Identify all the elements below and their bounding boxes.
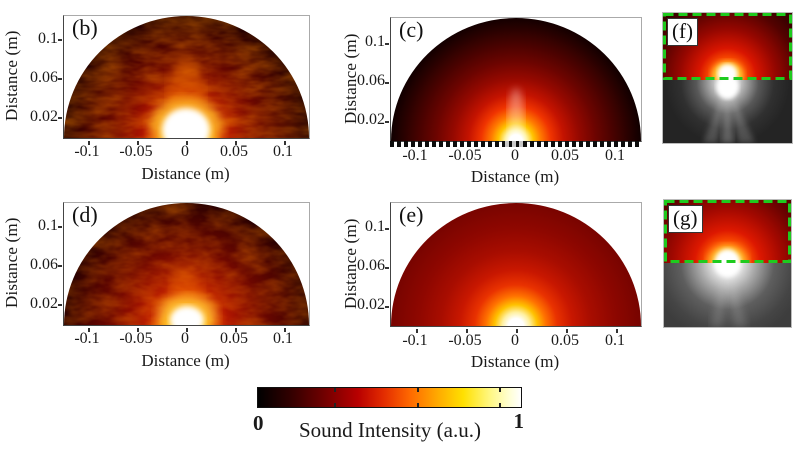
panel-b-letter: (b) bbox=[72, 15, 98, 40]
axis-tick bbox=[385, 82, 389, 84]
axis-tick bbox=[385, 121, 389, 123]
panel-e-plot: (e) bbox=[385, 202, 642, 333]
axis-tick bbox=[516, 329, 518, 333]
axis-tick bbox=[137, 141, 139, 145]
panel-b-xtick: 0.1 bbox=[273, 143, 293, 160]
colorbar-max-label: 1 bbox=[513, 409, 525, 433]
panel-d-ytick: 0.06 bbox=[30, 256, 58, 273]
panel-c-plot: (c) bbox=[385, 17, 642, 142]
axis-tick bbox=[58, 39, 62, 41]
axis-tick bbox=[88, 141, 90, 145]
panel-d: Distance (m) 0.1 0.06 0.02 (d) bbox=[0, 187, 325, 373]
panel-c-ytick: 0.06 bbox=[357, 72, 385, 89]
panel-e-ytick: 0.1 bbox=[365, 218, 385, 235]
panel-c: Distance (m) 0.1 0.06 0.02 (c) bbox=[327, 0, 657, 186]
colorbar-min-label: 0 bbox=[253, 411, 264, 435]
axis-tick bbox=[186, 141, 188, 145]
panel-d-xtick: 0.1 bbox=[273, 330, 293, 347]
transducer-comb-center bbox=[505, 141, 526, 147]
panel-c-xtick: -0.1 bbox=[402, 147, 428, 164]
colorbar-tick bbox=[334, 388, 336, 392]
highlight-box-green bbox=[664, 200, 791, 263]
panel-c-ytick: 0.1 bbox=[365, 33, 385, 50]
panel-d-xtick: 0 bbox=[181, 330, 189, 347]
heatmap-c bbox=[391, 18, 641, 141]
panel-d-xtick: 0.05 bbox=[220, 330, 248, 347]
panel-g: (g) bbox=[663, 199, 792, 328]
axis-tick bbox=[58, 265, 62, 267]
axis-tick bbox=[385, 267, 389, 269]
panel-e-ytick: 0.06 bbox=[357, 257, 385, 274]
panel-e: Distance (m) 0.1 0.06 0.02 (e) bbox=[327, 185, 657, 371]
panel-d-ytick: 0.02 bbox=[30, 295, 58, 312]
panel-c-xtick: 0.1 bbox=[605, 147, 625, 164]
panel-b-xtick: -0.05 bbox=[119, 143, 153, 160]
axis-tick bbox=[466, 329, 468, 333]
axis-tick bbox=[137, 328, 139, 332]
axis-tick bbox=[385, 228, 389, 230]
panel-d-ytick: 0.1 bbox=[38, 217, 58, 234]
panel-e-xtick: -0.05 bbox=[448, 332, 482, 349]
heatmap-b bbox=[64, 16, 309, 138]
highlight-box-green bbox=[663, 13, 792, 80]
panel-e-xtick: -0.1 bbox=[402, 332, 428, 349]
panel-d-letter: (d) bbox=[72, 202, 98, 227]
colorbar-title: Sound Intensity (a.u.) bbox=[299, 418, 481, 442]
heatmap-d bbox=[64, 203, 309, 325]
panel-e-xtick: 0.05 bbox=[551, 332, 579, 349]
axis-tick bbox=[385, 306, 389, 308]
axis-tick bbox=[385, 43, 389, 45]
panel-e-xtick: 0.1 bbox=[605, 332, 625, 349]
panel-c-xtick: -0.05 bbox=[448, 147, 482, 164]
colorbar-tick bbox=[417, 388, 419, 392]
axis-tick bbox=[88, 328, 90, 332]
panel-d-xtick: -0.1 bbox=[74, 330, 100, 347]
colorbar-tick bbox=[334, 403, 336, 407]
colorbar-tick bbox=[499, 403, 501, 407]
axis-tick bbox=[58, 304, 62, 306]
axis-tick bbox=[416, 329, 418, 333]
panel-e-ytick: 0.02 bbox=[357, 296, 385, 313]
axis-tick bbox=[58, 117, 62, 119]
panel-b-plot: (b) bbox=[58, 15, 310, 145]
colorbar-tick bbox=[417, 403, 419, 407]
panel-b-xlabel: Distance (m) bbox=[141, 164, 230, 183]
panel-b-xtick: 0 bbox=[181, 143, 189, 160]
colorbar-tick bbox=[499, 388, 501, 392]
panel-b-xtick: -0.1 bbox=[74, 143, 100, 160]
panel-c-xlabel: Distance (m) bbox=[470, 167, 560, 186]
panel-e-xlabel: Distance (m) bbox=[470, 352, 560, 371]
panel-c-xtick: 0.05 bbox=[551, 147, 579, 164]
axis-tick bbox=[616, 329, 618, 333]
panel-f: (f) bbox=[662, 12, 793, 144]
panel-c-ytick: 0.02 bbox=[357, 111, 385, 128]
axis-tick bbox=[186, 328, 188, 332]
axis-tick bbox=[284, 141, 286, 145]
axis-tick bbox=[566, 329, 568, 333]
axis-tick bbox=[235, 328, 237, 332]
panel-e-letter: (e) bbox=[399, 202, 424, 227]
panel-e-xtick: 0 bbox=[511, 332, 519, 349]
colorbar-gradient bbox=[257, 387, 522, 408]
axis-tick bbox=[284, 328, 286, 332]
axis-tick bbox=[58, 226, 62, 228]
panel-d-xtick: -0.05 bbox=[119, 330, 153, 347]
panel-g-letter: (g) bbox=[668, 205, 703, 233]
colorbar: 0 1 Sound Intensity (a.u.) bbox=[250, 383, 540, 458]
panel-d-plot: (d) bbox=[58, 202, 310, 332]
axis-tick bbox=[58, 78, 62, 80]
panel-d-xlabel: Distance (m) bbox=[141, 351, 230, 370]
panel-b-ytick: 0.02 bbox=[30, 108, 58, 125]
panel-b-ytick: 0.1 bbox=[38, 30, 58, 47]
panel-b: Distance (m) 0.1 0.06 0.02 (b) bbox=[0, 0, 325, 186]
panel-b-ytick: 0.06 bbox=[30, 69, 58, 86]
panel-b-xtick: 0.05 bbox=[220, 143, 248, 160]
heatmap-f bbox=[663, 13, 792, 143]
panel-c-xtick: 0 bbox=[511, 147, 519, 164]
panel-f-letter: (f) bbox=[667, 18, 698, 46]
axis-tick bbox=[235, 141, 237, 145]
panel-c-letter: (c) bbox=[399, 17, 424, 42]
heatmap-e bbox=[391, 203, 641, 326]
